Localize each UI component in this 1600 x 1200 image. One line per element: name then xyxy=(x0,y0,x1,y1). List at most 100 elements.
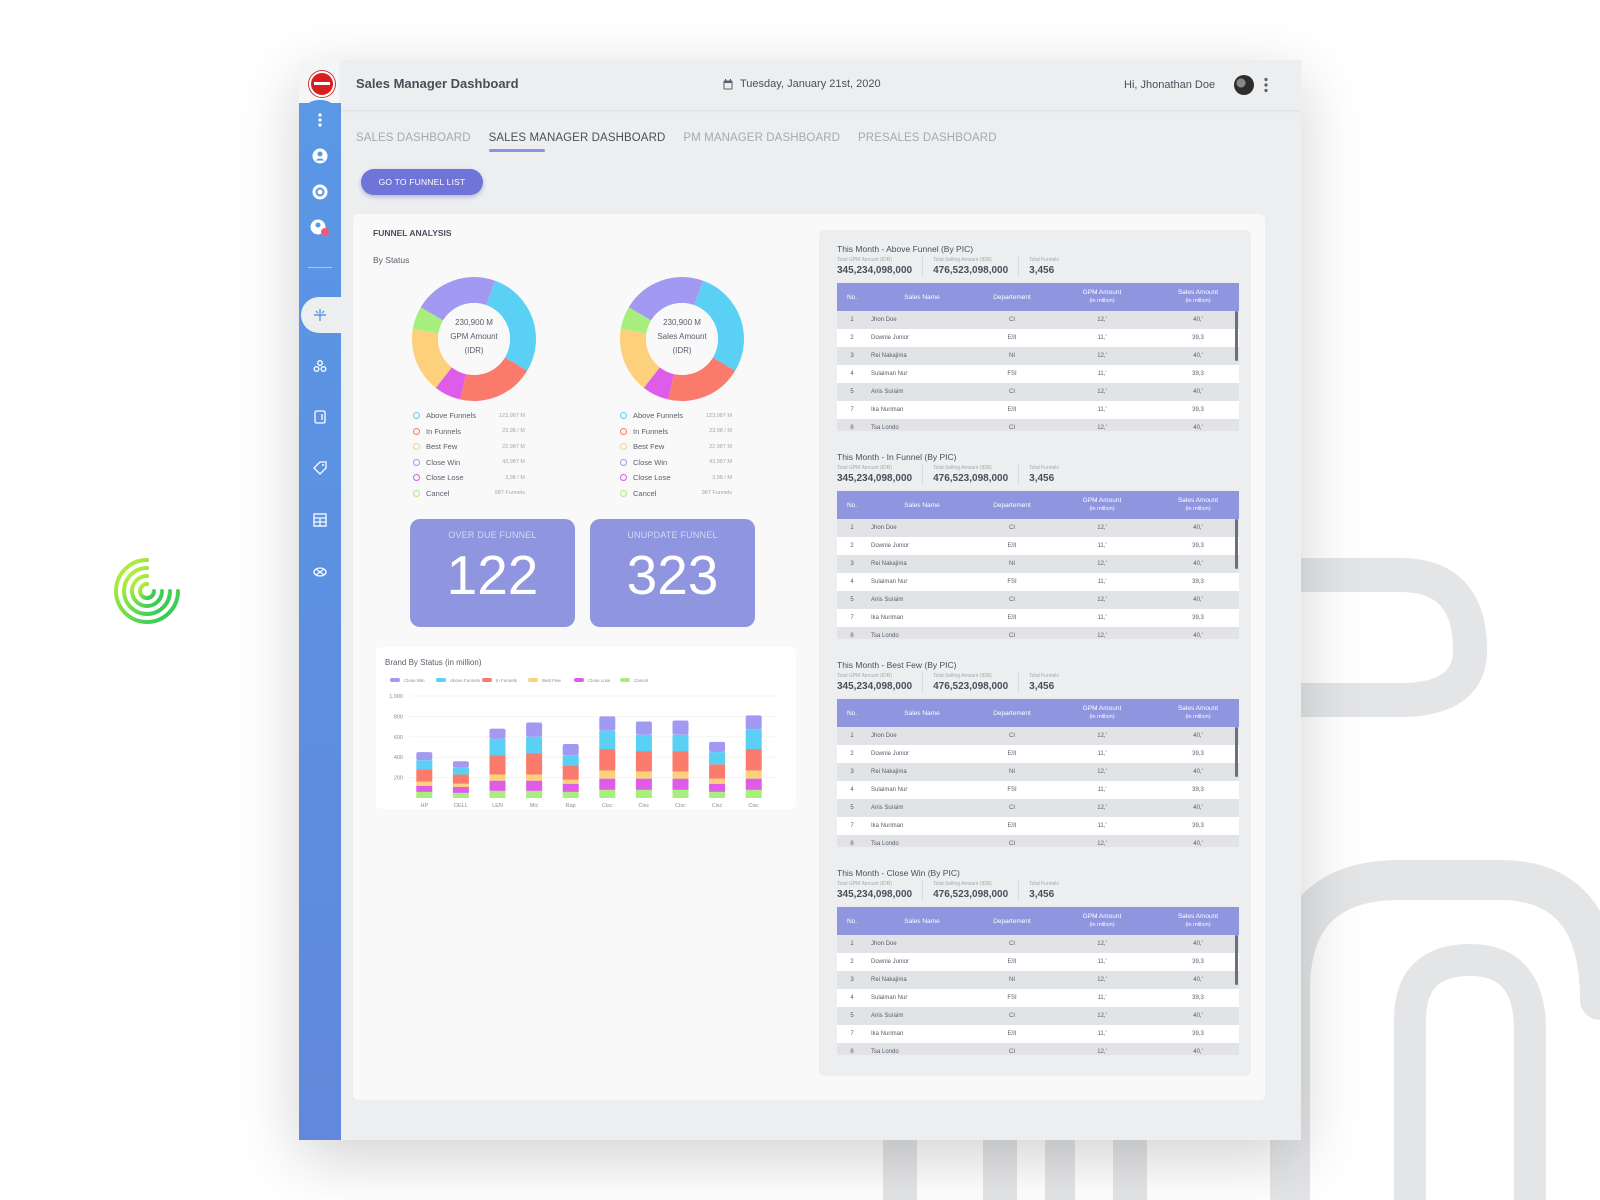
table-column-header[interactable]: No. xyxy=(837,283,867,311)
bar-segment[interactable] xyxy=(526,774,543,781)
table-scrollbar[interactable] xyxy=(1235,519,1238,569)
bar-segment[interactable] xyxy=(635,751,652,772)
bar-segment[interactable] xyxy=(635,789,652,798)
bar-segment[interactable] xyxy=(635,734,652,752)
pic-table-scroll[interactable]: No. Sales Name Departement GPM Amount (in mi… xyxy=(837,491,1239,639)
table-column-header[interactable]: GPM Amount (in million) xyxy=(1047,491,1157,519)
bar-segment[interactable] xyxy=(635,771,652,779)
bar-segment[interactable] xyxy=(745,729,762,750)
bar-segment[interactable] xyxy=(416,785,433,792)
gpm-donut-slice-5[interactable] xyxy=(420,277,496,321)
legend-item[interactable]: Best Few 22,987 M xyxy=(620,439,732,455)
bar-segment[interactable] xyxy=(489,728,506,739)
sales-donut-slice-5[interactable] xyxy=(628,277,704,321)
bar-segment[interactable] xyxy=(599,716,616,731)
bar-segment[interactable] xyxy=(526,722,543,737)
table-row[interactable]: 2 Downie Junior E/II 11,' 39,3 xyxy=(837,745,1239,763)
table-row[interactable]: 7 Ika Nuriman E/II 11,' 39,3 xyxy=(837,817,1239,835)
bar-segment[interactable] xyxy=(709,791,726,798)
bar-segment[interactable] xyxy=(745,770,762,779)
document-icon[interactable] xyxy=(310,407,330,427)
sales-donut-slice-0[interactable] xyxy=(694,280,744,371)
bar-segment[interactable] xyxy=(489,738,506,756)
unupdate-funnel-card[interactable]: UNUPDATE FUNNEL 323 xyxy=(590,519,755,627)
table-scrollbar[interactable] xyxy=(1235,311,1238,361)
bar-segment[interactable] xyxy=(452,761,469,768)
sales-donut-slice-3[interactable] xyxy=(620,329,660,388)
legend-item[interactable]: Above Funnels 123,987 M xyxy=(620,408,732,424)
bar-segment[interactable] xyxy=(599,730,616,750)
link-icon[interactable] xyxy=(310,562,330,582)
bar-segment[interactable] xyxy=(709,752,726,765)
table-scrollbar[interactable] xyxy=(1235,935,1238,985)
bar-segment[interactable] xyxy=(416,781,433,786)
table-scrollbar[interactable] xyxy=(1235,727,1238,777)
table-row[interactable]: 5 Anis Suraim CI 12,' 40,' xyxy=(837,591,1239,609)
pic-table-scroll[interactable]: No. Sales Name Departement GPM Amount (in mi… xyxy=(837,907,1239,1055)
tab-sales-manager-dashboard[interactable]: SALES MANAGER DASHBOARD xyxy=(488,132,666,152)
table-row[interactable]: 8 Tsa Londo CI 12,' 40,' xyxy=(837,1043,1239,1055)
bar-segment[interactable] xyxy=(416,769,433,782)
bar-segment[interactable] xyxy=(709,783,726,792)
bar-segment[interactable] xyxy=(745,789,762,798)
gpm-donut-slice-1[interactable] xyxy=(460,357,528,401)
bar-segment[interactable] xyxy=(452,792,469,798)
table-column-header[interactable]: Sales Amount (in million) xyxy=(1157,283,1239,311)
bar-segment[interactable] xyxy=(635,778,652,790)
table-row[interactable]: 2 Downie Junior E/II 11,' 39,3 xyxy=(837,329,1239,347)
bar-segment[interactable] xyxy=(452,786,469,793)
gpm-donut-slice-2[interactable] xyxy=(435,367,466,400)
bar-segment[interactable] xyxy=(526,736,543,754)
table-column-header[interactable]: GPM Amount (in million) xyxy=(1047,283,1157,311)
legend-item[interactable]: In Funnels 23,98 / M xyxy=(413,424,525,440)
bar-segment[interactable] xyxy=(526,753,543,775)
bar-segment[interactable] xyxy=(562,755,579,766)
table-row[interactable]: 1 Jhon Doe CI 12,' 40,' xyxy=(837,935,1239,953)
bar-segment[interactable] xyxy=(709,778,726,784)
bar-segment[interactable] xyxy=(672,789,689,798)
pic-table-scroll[interactable]: No. Sales Name Departement GPM Amount (in mi… xyxy=(837,283,1239,431)
bar-segment[interactable] xyxy=(562,765,579,780)
table-row[interactable]: 8 Tsa Londo CI 12,' 40,' xyxy=(837,419,1239,431)
gpm-donut-slice-4[interactable] xyxy=(412,307,444,334)
bar-segment[interactable] xyxy=(745,715,762,730)
table-row[interactable]: 5 Anis Suraim CI 12,' 40,' xyxy=(837,799,1239,817)
bar-segment[interactable] xyxy=(562,783,579,792)
bar-segment[interactable] xyxy=(452,774,469,784)
legend-item[interactable]: Close Lose 3,98 / M xyxy=(620,470,732,486)
table-column-header[interactable]: Sales Amount (in million) xyxy=(1157,907,1239,935)
table-column-header[interactable]: GPM Amount (in million) xyxy=(1047,699,1157,727)
table-row[interactable]: 4 Sulaiman Nur FSI 11,' 39,3 xyxy=(837,573,1239,591)
sales-donut-slice-1[interactable] xyxy=(668,357,736,401)
table-column-header[interactable]: Departement xyxy=(977,491,1047,519)
bar-segment[interactable] xyxy=(599,778,616,790)
table-column-header[interactable]: Sales Amount (in million) xyxy=(1157,491,1239,519)
bar-segment[interactable] xyxy=(416,760,433,770)
table-row[interactable]: 4 Sulaiman Nur FSI 11,' 39,3 xyxy=(837,365,1239,383)
menu-kebab-icon[interactable] xyxy=(1263,77,1269,93)
table-row[interactable]: 7 Ika Nuriman E/II 11,' 39,3 xyxy=(837,401,1239,419)
table-row[interactable]: 7 Ika Nuriman E/II 11,' 39,3 xyxy=(837,1025,1239,1043)
table-column-header[interactable]: Sales Name xyxy=(867,491,977,519)
bar-segment[interactable] xyxy=(745,749,762,771)
table-row[interactable]: 7 Ika Nuriman E/II 11,' 39,3 xyxy=(837,609,1239,627)
table-column-header[interactable]: Departement xyxy=(977,699,1047,727)
table-row[interactable]: 2 Downie Junior E/II 11,' 39,3 xyxy=(837,537,1239,555)
table-column-header[interactable]: Departement xyxy=(977,907,1047,935)
table-row[interactable]: 1 Jhon Doe CI 12,' 40,' xyxy=(837,727,1239,745)
bar-segment[interactable] xyxy=(489,780,506,791)
user-icon[interactable] xyxy=(310,146,330,166)
table-row[interactable]: 1 Jhon Doe CI 12,' 40,' xyxy=(837,519,1239,537)
table-icon[interactable] xyxy=(310,510,330,530)
bar-segment[interactable] xyxy=(416,791,433,798)
table-column-header[interactable]: No. xyxy=(837,491,867,519)
pic-table-scroll[interactable]: No. Sales Name Departement GPM Amount (in mi… xyxy=(837,699,1239,847)
bar-segment[interactable] xyxy=(709,741,726,753)
legend-item[interactable]: Close Win 43,987 M xyxy=(620,455,732,471)
legend-item[interactable]: In Funnels 23,98 / M xyxy=(620,424,732,440)
bar-segment[interactable] xyxy=(526,780,543,791)
table-row[interactable]: 3 Rei Nakajima NI 12,' 40,' xyxy=(837,555,1239,573)
table-column-header[interactable]: No. xyxy=(837,699,867,727)
over-due-funnel-card[interactable]: OVER DUE FUNNEL 122 xyxy=(410,519,575,627)
more-vertical-icon[interactable] xyxy=(310,110,330,130)
